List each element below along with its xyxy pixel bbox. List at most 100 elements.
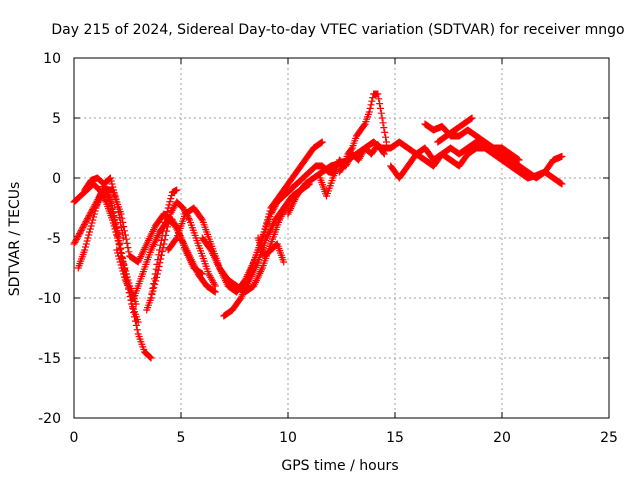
y-tick-label: 0 [52, 171, 61, 187]
data-point [81, 246, 89, 254]
data-point [267, 210, 275, 218]
data-point [118, 214, 126, 222]
data-point [173, 186, 181, 194]
data-point [164, 204, 172, 212]
data-point [121, 227, 129, 235]
data-point [110, 213, 118, 221]
data-point [108, 180, 116, 188]
data-point [76, 230, 84, 237]
y-axis-label: SDTVAR / TECUs [7, 182, 23, 297]
y-tick-label: 10 [43, 51, 61, 67]
data-point [124, 244, 132, 252]
data-point [360, 121, 368, 129]
x-tick-label: 5 [177, 430, 186, 446]
data-point [113, 246, 121, 254]
data-point [379, 119, 387, 127]
data-point [280, 258, 288, 266]
data-point [377, 109, 385, 117]
data-point [381, 128, 389, 136]
data-point [163, 208, 171, 216]
data-point [179, 204, 187, 212]
y-axis: -20 -15 -10 -5 0 5 10 [38, 51, 609, 427]
data-point [116, 241, 124, 249]
data-point [123, 239, 131, 247]
data-point [99, 179, 107, 187]
y-tick-label: -15 [38, 351, 61, 367]
data-point [101, 197, 109, 204]
data-point [121, 231, 129, 239]
data-point [83, 216, 91, 224]
data-point [110, 217, 118, 225]
data-point [156, 246, 164, 254]
series-arc-11 [220, 180, 313, 320]
data-point [133, 326, 141, 334]
data-point [111, 221, 119, 228]
data-point [90, 213, 98, 221]
data-point [80, 221, 88, 228]
data-point [347, 145, 355, 153]
data-point [119, 267, 127, 275]
data-point [382, 138, 390, 146]
data-point [121, 273, 129, 281]
data-point [268, 207, 276, 215]
data-point [147, 294, 155, 302]
series-arc-16 [335, 90, 390, 176]
data-point [198, 215, 206, 223]
data-point [85, 231, 93, 239]
data-point [148, 289, 156, 297]
x-tick-label: 10 [279, 430, 297, 446]
data-point [382, 133, 390, 141]
data-point [73, 234, 81, 242]
data-point [120, 223, 128, 231]
y-tick-label: -20 [38, 411, 61, 427]
data-point [167, 195, 175, 203]
data-point [468, 114, 476, 122]
data-point [180, 206, 188, 213]
data-point [109, 209, 117, 217]
x-tick-label: 15 [386, 430, 404, 446]
data-point [72, 236, 80, 243]
data-point [88, 219, 96, 227]
data-point [86, 228, 94, 236]
data-point [380, 150, 388, 158]
data-point [86, 225, 94, 233]
data-point [157, 236, 165, 244]
data-point [318, 138, 326, 146]
data-point [82, 218, 90, 225]
data-point [211, 288, 219, 296]
data-point [210, 280, 218, 288]
data-point [116, 245, 124, 253]
data-point [155, 251, 163, 259]
data-points [70, 90, 566, 362]
series-arc-12 [241, 162, 339, 290]
data-point [515, 156, 523, 164]
data-point [268, 209, 276, 216]
data-point [375, 95, 383, 103]
chart-title: Day 215 of 2024, Sidereal Day-to-day VTE… [51, 22, 624, 38]
data-point [154, 256, 162, 264]
data-point [87, 222, 95, 230]
data-point [71, 239, 79, 246]
data-point [120, 270, 128, 278]
data-point [339, 163, 347, 171]
series-arc-19 [421, 120, 523, 164]
data-point [117, 210, 125, 218]
data-point [115, 255, 123, 263]
y-tick-label: -10 [38, 291, 61, 307]
data-point [145, 353, 153, 360]
series-arc-8 [143, 186, 181, 314]
data-point [115, 252, 123, 260]
data-point [153, 260, 161, 268]
data-point [161, 236, 169, 244]
data-point [132, 321, 140, 329]
data-point [77, 227, 85, 234]
data-point [156, 241, 164, 249]
data-point [168, 192, 176, 200]
data-point [117, 261, 125, 269]
x-axis-label: GPS time / hours [281, 458, 398, 474]
data-point [107, 177, 115, 185]
data-point [558, 152, 566, 160]
data-point [89, 216, 97, 224]
data-point [151, 270, 159, 278]
